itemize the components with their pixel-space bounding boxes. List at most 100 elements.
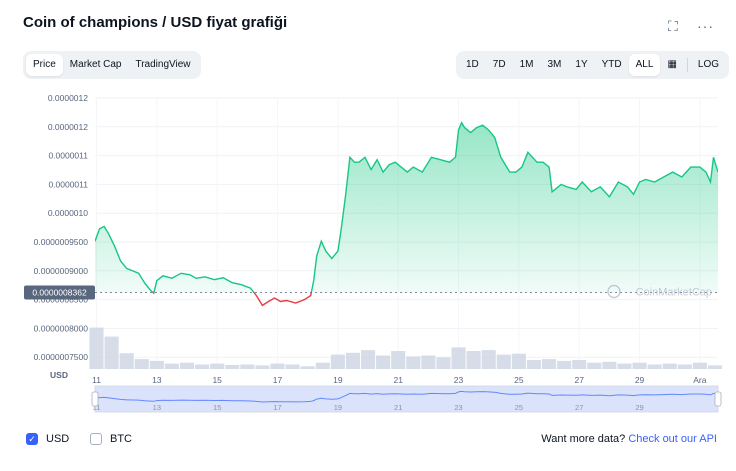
volume-bar [632, 362, 647, 369]
page-title: Coin of champions / USD fiyat grafiği [23, 14, 288, 31]
volume-bar [104, 336, 119, 369]
x-tick-label: 23 [454, 375, 464, 385]
volume-bar [602, 361, 617, 369]
more-icon[interactable]: ··· [697, 18, 714, 34]
api-promo: Want more data? Check out our API [541, 433, 717, 445]
volume-bar [195, 364, 210, 369]
navigator-tick-label: 19 [334, 403, 342, 412]
volume-bar [557, 360, 572, 369]
volume-bar [587, 362, 602, 369]
divider [686, 58, 688, 72]
range-7d[interactable]: 7D [492, 59, 506, 70]
navigator-window [94, 385, 719, 413]
x-tick-label: 29 [635, 375, 645, 385]
volume-bar [345, 352, 360, 369]
y-tick-label: 0.0000010 [48, 208, 88, 218]
expand-icon[interactable]: ⛶ [668, 18, 678, 34]
tab-tradingview[interactable]: TradingView [135, 59, 191, 70]
volume-bar [89, 327, 104, 369]
navigator-tick-label: 17 [273, 403, 281, 412]
volume-bar [119, 353, 134, 369]
volume-bar [692, 362, 707, 369]
range-1d[interactable]: 1D [466, 59, 479, 70]
y-tick-label: 0.0000012 [48, 93, 88, 103]
y-tick-label: 0.0000011 [48, 151, 88, 161]
x-tick-label: 19 [333, 375, 343, 385]
navigator-line [94, 390, 719, 403]
volume-bar [662, 363, 677, 369]
x-tick-label: 21 [393, 375, 403, 385]
volume-bar [315, 362, 330, 369]
volume-bar [511, 353, 526, 369]
volume-bar [542, 359, 557, 369]
watermark: CoinMarketCap [636, 286, 712, 298]
volume-bar [376, 355, 391, 369]
x-tick-label: 13 [152, 375, 162, 385]
volume-bar [240, 364, 255, 369]
volume-bar [285, 364, 300, 369]
calendar-icon[interactable]: ▦ [667, 59, 677, 70]
volume-bar [149, 360, 164, 369]
view-tabs: Price Market Cap TradingView [23, 51, 201, 79]
y-tick-label: 0.0000008000 [34, 323, 89, 333]
volume-bar [421, 355, 436, 369]
range-1y[interactable]: 1Y [575, 59, 588, 70]
volume-bar [572, 360, 587, 369]
volume-bar [526, 360, 542, 369]
reference-label: 0.0000008362 [32, 287, 87, 297]
volume-bar [707, 365, 723, 369]
navigator-handle-left[interactable] [91, 391, 99, 407]
x-tick-label: 11 [92, 375, 101, 385]
legend-usd[interactable]: ✓ USD [26, 433, 69, 445]
range-tabs: 1D 7D 1M 3M 1Y YTD ALL ▦ LOG [456, 51, 730, 79]
navigator-tick-label: 11 [93, 403, 101, 412]
price-chart[interactable]: 0.0000012 0.0000012 0.0000011 0.0000011 0.00… [0, 86, 736, 431]
api-promo-text: Want more data? [541, 433, 626, 445]
log-toggle[interactable]: LOG [697, 59, 720, 70]
x-tick-label: 27 [574, 375, 584, 385]
legend-usd-label: USD [46, 433, 70, 445]
price-line-up [95, 121, 718, 293]
y-tick-label: 0.0000012 [48, 122, 88, 132]
navigator-handle-right[interactable] [714, 391, 722, 407]
volume-bar [210, 363, 225, 369]
checkbox-checked-icon[interactable]: ✓ [26, 433, 38, 445]
y-tick-label: 0.0000009500 [34, 237, 89, 247]
volume-bar [406, 356, 421, 369]
volume-bar [179, 362, 195, 369]
y-tick-label: 0.0000009000 [34, 266, 89, 276]
range-all[interactable]: ALL [628, 54, 661, 76]
volume-bar [330, 354, 345, 369]
volume-bar [677, 364, 692, 369]
volume-bar [391, 351, 406, 369]
volume-bar [647, 364, 662, 369]
x-tick-label: 25 [514, 375, 524, 385]
api-link[interactable]: Check out our API [628, 433, 717, 445]
x-tick-label: 17 [273, 375, 283, 385]
navigator-tick-label: 13 [153, 403, 161, 412]
volume-bar [134, 359, 149, 369]
y-tick-label: 0.0000007500 [34, 352, 89, 362]
range-1m[interactable]: 1M [519, 59, 534, 70]
range-ytd[interactable]: YTD [601, 59, 622, 70]
volume-bar [164, 363, 179, 369]
volume-bar [481, 350, 496, 369]
legend-btc[interactable]: BTC [90, 433, 132, 445]
tab-price[interactable]: Price [26, 54, 63, 76]
volume-bar [300, 366, 315, 369]
volume-bar [466, 351, 481, 369]
volume-axis-label: USD [50, 370, 68, 380]
volume-bar [617, 363, 632, 369]
navigator-tick-label: 15 [213, 403, 221, 412]
navigator-tick-label: 21 [394, 403, 402, 412]
y-tick-label: 0.0000008500 [34, 295, 89, 305]
y-tick-label: 0.0000011 [48, 179, 88, 189]
volume-bar [496, 354, 511, 369]
range-3m[interactable]: 3M [547, 59, 562, 70]
checkbox-unchecked-icon[interactable] [90, 433, 102, 445]
x-tick-label: Ara [693, 375, 707, 385]
tab-market-cap[interactable]: Market Cap [69, 59, 122, 70]
reference-label-bg [24, 285, 95, 300]
navigator-tick-label: 29 [635, 403, 643, 412]
x-tick-label: 15 [212, 375, 222, 385]
